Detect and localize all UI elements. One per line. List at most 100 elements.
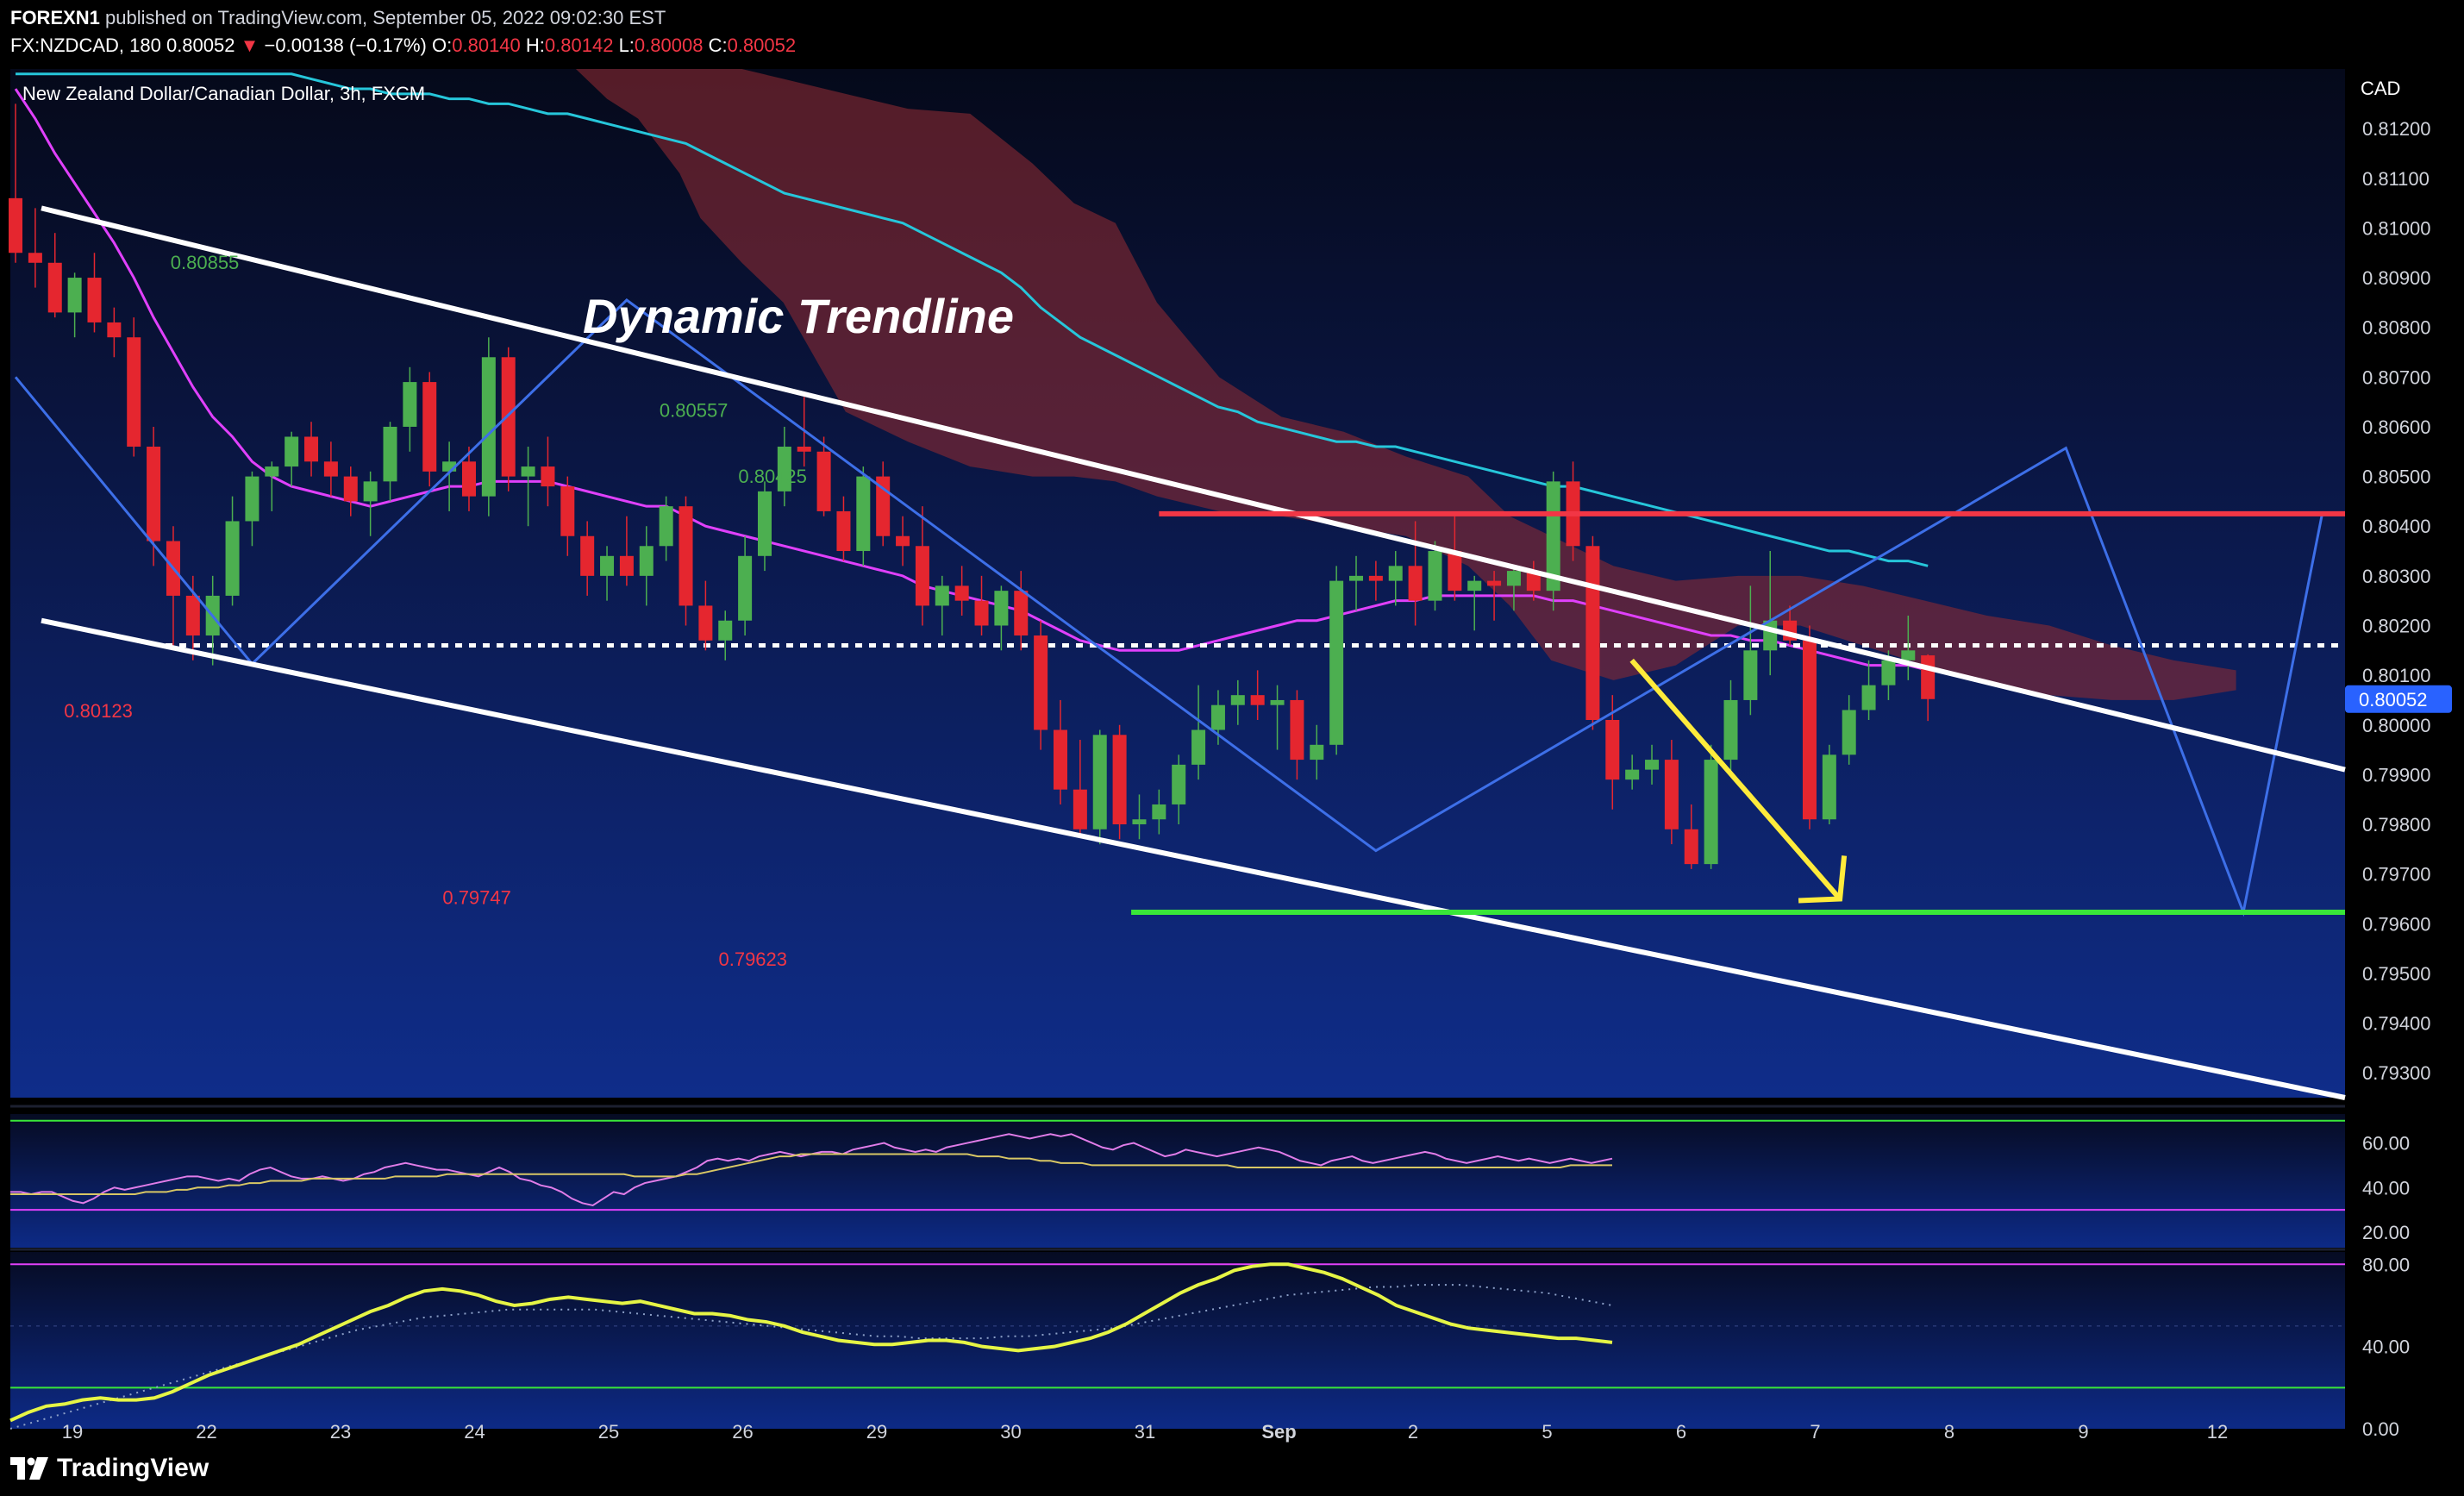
tradingview-logo[interactable]: TradingView: [10, 1451, 209, 1486]
candle[interactable]: [1645, 744, 1660, 785]
candle[interactable]: [1487, 571, 1502, 621]
candle[interactable]: [757, 481, 772, 572]
candle[interactable]: [1014, 571, 1029, 651]
candle[interactable]: [954, 566, 969, 616]
candle-body: [383, 426, 397, 482]
candle[interactable]: [1152, 789, 1166, 835]
candle[interactable]: [1290, 690, 1304, 780]
candle[interactable]: [836, 496, 851, 561]
candle[interactable]: [1310, 724, 1324, 780]
candle[interactable]: [442, 441, 457, 511]
candle[interactable]: [974, 575, 989, 636]
candle[interactable]: [383, 422, 397, 502]
candle[interactable]: [403, 366, 417, 452]
candle[interactable]: [1112, 724, 1127, 840]
candle[interactable]: [1704, 744, 1718, 869]
candle[interactable]: [1901, 615, 1916, 680]
candle[interactable]: [87, 253, 102, 333]
candle[interactable]: [856, 466, 871, 566]
candle[interactable]: [1506, 566, 1521, 611]
candle[interactable]: [560, 476, 575, 556]
candle[interactable]: [107, 307, 122, 358]
candle[interactable]: [1388, 551, 1403, 606]
candle[interactable]: [1605, 695, 1620, 810]
candle[interactable]: [659, 496, 673, 561]
candle[interactable]: [1250, 670, 1265, 720]
candle[interactable]: [816, 436, 831, 516]
channel-upper-trendline[interactable]: [41, 205, 2346, 773]
candle[interactable]: [67, 272, 82, 338]
candle[interactable]: [1625, 754, 1640, 790]
candle[interactable]: [363, 471, 378, 536]
price-tick-label: 0.79400: [2362, 1013, 2431, 1035]
candle[interactable]: [1073, 740, 1087, 835]
candle[interactable]: [1684, 804, 1698, 869]
candle[interactable]: [343, 466, 358, 516]
candle[interactable]: [600, 546, 615, 601]
candle[interactable]: [698, 580, 713, 651]
price-tick-label: 0.80100: [2362, 665, 2431, 686]
candle[interactable]: [1092, 729, 1107, 845]
candle[interactable]: [1585, 535, 1600, 730]
candle[interactable]: [1230, 679, 1245, 725]
candle[interactable]: [481, 337, 496, 516]
candle[interactable]: [225, 496, 240, 606]
candle[interactable]: [777, 426, 791, 507]
symbol-name[interactable]: FX:NZDCAD, 180: [10, 34, 161, 56]
price-tick-label: 0.80000: [2362, 715, 2431, 736]
candle[interactable]: [127, 317, 141, 457]
candle[interactable]: [1664, 740, 1679, 845]
candle[interactable]: [1172, 754, 1186, 825]
candle[interactable]: [915, 506, 929, 626]
candle[interactable]: [521, 447, 535, 527]
rsi-series-line: [10, 1153, 1612, 1195]
candle-body: [757, 491, 772, 556]
candle[interactable]: [285, 431, 299, 487]
candle[interactable]: [1329, 566, 1344, 755]
candle[interactable]: [9, 103, 23, 263]
candle[interactable]: [1743, 585, 1758, 716]
candle[interactable]: [1368, 560, 1383, 601]
candle[interactable]: [1822, 744, 1836, 825]
candle[interactable]: [28, 208, 42, 288]
candle[interactable]: [1861, 660, 1876, 720]
candle[interactable]: [1448, 516, 1462, 601]
candle[interactable]: [1270, 685, 1285, 750]
candle[interactable]: [1053, 699, 1068, 804]
channel-lower-trendline[interactable]: [41, 617, 2346, 1100]
candle[interactable]: [47, 233, 62, 318]
candle[interactable]: [185, 575, 200, 660]
candle[interactable]: [265, 461, 279, 511]
candle[interactable]: [422, 372, 437, 487]
candle[interactable]: [1842, 695, 1856, 765]
candle[interactable]: [1349, 555, 1364, 611]
candle[interactable]: [1526, 560, 1541, 601]
candle[interactable]: [994, 585, 1009, 651]
publisher-name[interactable]: FOREXN1: [10, 7, 100, 28]
candle[interactable]: [461, 447, 476, 511]
candle[interactable]: [896, 516, 910, 566]
candle[interactable]: [1546, 471, 1560, 611]
last-price-badge[interactable]: 0.80052: [2345, 685, 2452, 713]
candle[interactable]: [1191, 685, 1206, 780]
candle[interactable]: [738, 535, 753, 636]
candle[interactable]: [245, 471, 260, 547]
candle[interactable]: [935, 575, 949, 636]
candle[interactable]: [619, 516, 634, 586]
candle[interactable]: [679, 496, 693, 626]
candle[interactable]: [1723, 679, 1738, 775]
candle[interactable]: [1467, 575, 1482, 631]
candle[interactable]: [323, 441, 338, 497]
candle[interactable]: [1802, 625, 1817, 829]
candle[interactable]: [304, 422, 319, 477]
candle[interactable]: [1034, 620, 1048, 750]
candle[interactable]: [1132, 794, 1147, 840]
candle[interactable]: [501, 347, 516, 491]
candle[interactable]: [1428, 541, 1442, 611]
candle[interactable]: [639, 526, 654, 606]
candle[interactable]: [541, 436, 555, 507]
candle[interactable]: [1408, 521, 1423, 626]
candle[interactable]: [580, 521, 595, 596]
candle[interactable]: [718, 610, 733, 660]
